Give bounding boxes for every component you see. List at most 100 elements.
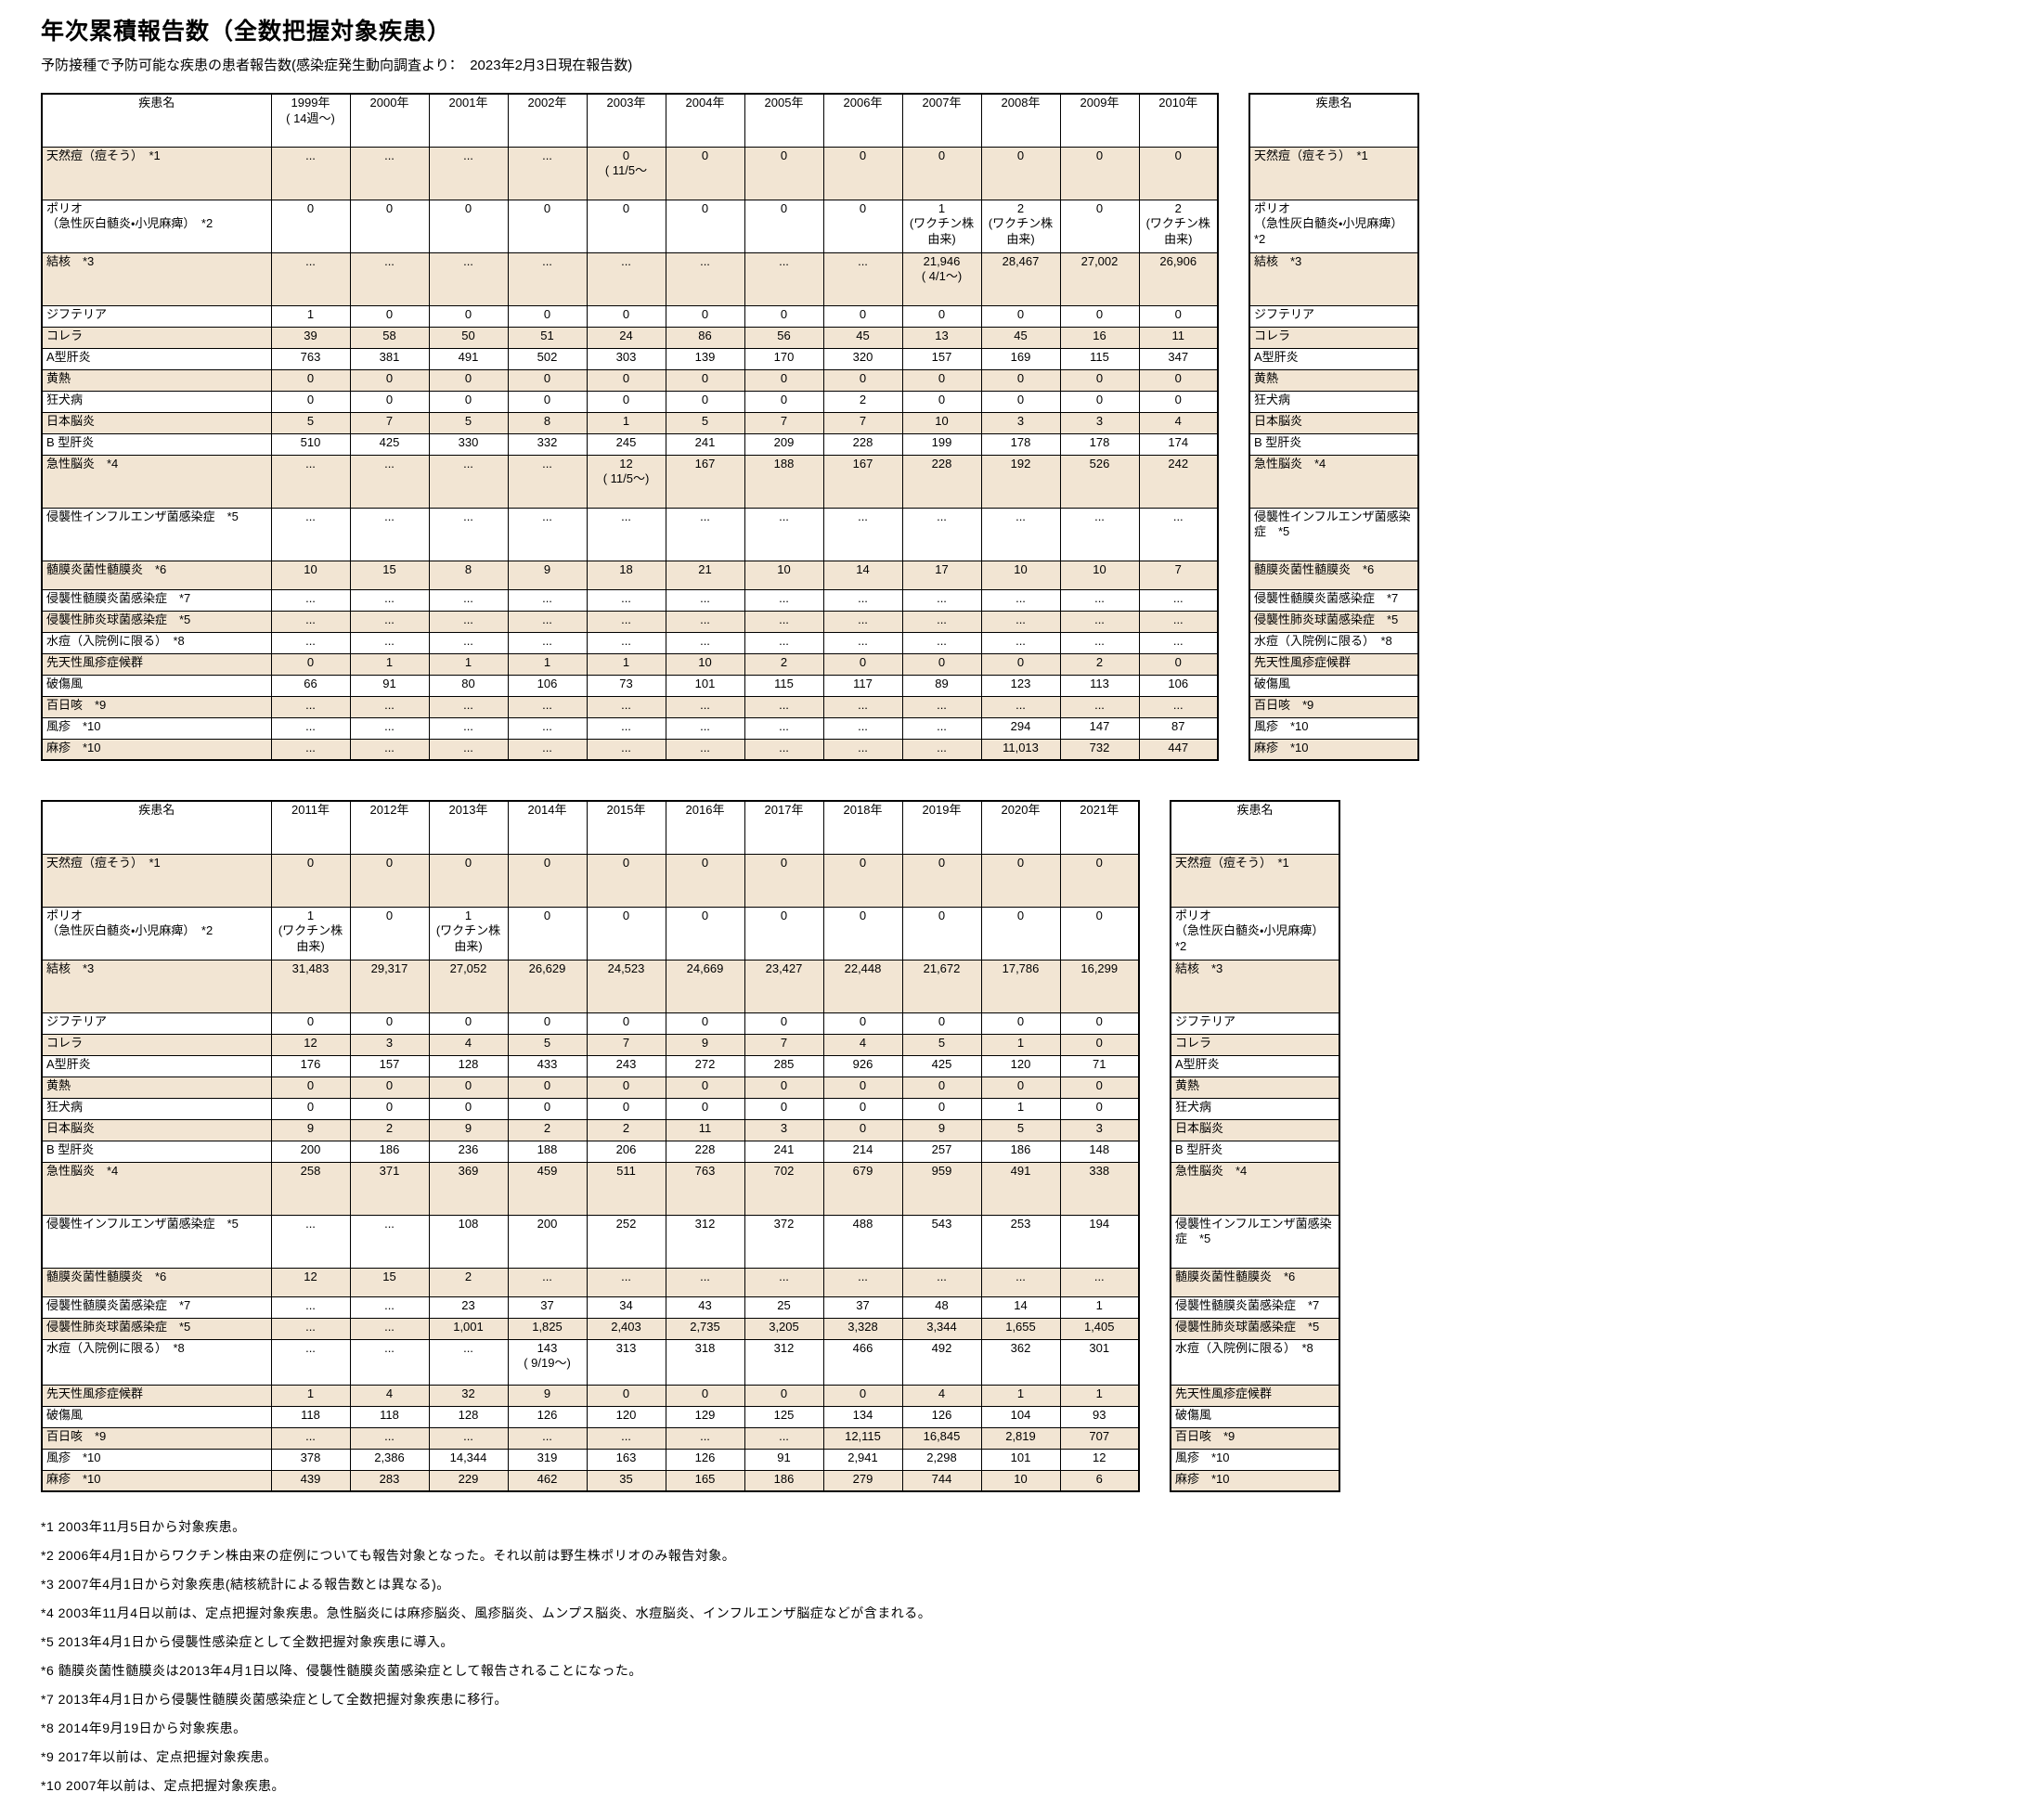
value-cell: 12 ( 11/5～) [586, 454, 666, 509]
value-cell: ... [822, 588, 903, 612]
disease-name-cell: 急性脳炎 *4 [41, 1161, 272, 1216]
value-cell: 58 [349, 326, 430, 349]
value-cell: ... [744, 738, 824, 761]
value-cell: 186 [744, 1469, 824, 1492]
value-cell: 0 [349, 1012, 430, 1035]
value-cell: 0 [270, 853, 351, 908]
value-cell: 0 [428, 1012, 509, 1035]
value-cell: ... [980, 610, 1061, 633]
value-cell: 1 [586, 652, 666, 676]
value-cell: 7 [349, 411, 430, 434]
value-cell: ... [507, 507, 588, 561]
value-cell: 15 [349, 560, 430, 590]
value-cell: 7 [822, 411, 903, 434]
disease-name-cell: 風疹 *10 [41, 1448, 272, 1471]
value-cell: 0 [665, 1012, 745, 1035]
value-cell: 2 [1059, 652, 1140, 676]
disease-name-cell: 黄熱 [41, 368, 272, 392]
value-cell: 0 [349, 368, 430, 392]
disease-name-cell: コレラ [41, 1033, 272, 1056]
page-title: 年次累積報告数（全数把握対象疾患） [41, 19, 452, 45]
value-cell: 0 [980, 390, 1061, 413]
value-cell: 0 [665, 390, 745, 413]
value-cell: ... [270, 1338, 351, 1386]
table-row: 風疹 *10 [1248, 716, 1419, 740]
value-cell: 106 [1138, 674, 1219, 697]
disease-name-cell: B 型肝炎 [41, 1140, 272, 1163]
value-cell: 0 [507, 1076, 588, 1099]
year-header-cell: 2010年 [1138, 93, 1219, 148]
table-row: コレラ 39 58 50 51 24 86 56 45 13 45 16 11 [41, 326, 1219, 349]
value-cell: 312 [665, 1214, 745, 1269]
value-cell: ... [349, 716, 430, 740]
table-row: 風疹 *10 [1170, 1448, 1340, 1471]
value-cell: 462 [507, 1469, 588, 1492]
value-cell: 157 [901, 347, 982, 370]
value-cell: 10 [980, 560, 1061, 590]
value-cell: 0 [1138, 368, 1219, 392]
value-cell: ... [270, 146, 351, 200]
disease-name-cell: 侵襲性インフルエンザ菌感染症 *5 [1248, 507, 1419, 561]
value-cell: 1 [507, 652, 588, 676]
value-cell: ... [980, 695, 1061, 718]
value-cell: 0 [665, 304, 745, 328]
value-cell: 0 [349, 1097, 430, 1120]
value-cell: 1 [980, 1033, 1061, 1056]
value-cell: 2,819 [980, 1426, 1061, 1450]
disease-name-cell: 麻疹 *10 [1248, 738, 1419, 761]
year-header-cell: 2017年 [744, 800, 824, 855]
table-row: A型肝炎 763 381 491 502 303 139 170 320 157 169 115 347 [41, 347, 1219, 370]
value-cell: 0 [901, 1097, 982, 1120]
value-cell: 0 [586, 853, 666, 908]
value-cell: 27,002 [1059, 251, 1140, 306]
value-cell: 22,448 [822, 959, 903, 1013]
table-group-2011-2021: 疾患名 2011年 2012年 2013年 2014年 2015年 2016年 2017年 20… [41, 800, 2044, 1492]
disease-name-cell: コレラ [1170, 1033, 1340, 1056]
table-row: 破傷風 66 91 80 106 73 101 115 117 89 123 113 106 [41, 674, 1219, 697]
value-cell: 4 [1138, 411, 1219, 434]
table-row: ジフテリア [1170, 1012, 1340, 1035]
value-cell: 147 [1059, 716, 1140, 740]
value-cell: 14,344 [428, 1448, 509, 1471]
value-cell: 285 [744, 1054, 824, 1077]
value-cell: 228 [822, 432, 903, 456]
value-cell: ... [507, 738, 588, 761]
value-cell: 0 [1059, 199, 1140, 253]
value-cell: 87 [1138, 716, 1219, 740]
value-cell: 0 [901, 652, 982, 676]
table-row: 髄膜炎菌性髄膜炎 *6 [1170, 1267, 1340, 1297]
footnote-line: *10 2007年以前は、定点把握対象疾患。 [41, 1778, 286, 1793]
value-cell: 25 [744, 1296, 824, 1319]
value-cell: 0 [1059, 304, 1140, 328]
value-cell: 35 [586, 1469, 666, 1492]
disease-name-cell: 百日咳 *9 [1248, 695, 1419, 718]
value-cell: 21,672 [901, 959, 982, 1013]
value-cell: 209 [744, 432, 824, 456]
year-header-cell: 2001年 [428, 93, 509, 148]
disease-name-cell: 百日咳 *9 [1170, 1426, 1340, 1450]
value-cell: 3 [1059, 1118, 1140, 1141]
value-cell: ... [744, 251, 824, 306]
value-cell: 163 [586, 1448, 666, 1471]
value-cell: 9 [270, 1118, 351, 1141]
disease-name-cell: 髄膜炎菌性髄膜炎 *6 [41, 1267, 272, 1297]
disease-name-cell: 侵襲性インフルエンザ菌感染症 *5 [41, 1214, 272, 1269]
value-cell: 0 [822, 304, 903, 328]
value-cell: 0 [1138, 390, 1219, 413]
table-row: 日本脳炎 [1248, 411, 1419, 434]
value-cell: 9 [428, 1118, 509, 1141]
disease-name-cell: 黄熱 [1248, 368, 1419, 392]
value-cell: 8 [507, 411, 588, 434]
table-row: 水痘（入院例に限る） *8......... 143 ( 9/19～) 313 318… [41, 1338, 1140, 1386]
value-cell: 21,946 ( 4/1～) [901, 251, 982, 306]
disease-name-cell: 水痘（入院例に限る） *8 [1248, 631, 1419, 654]
value-cell: 0 [428, 390, 509, 413]
value-cell: 148 [1059, 1140, 1140, 1163]
footnote-line: *5 2013年4月1日から侵襲性感染症として全数把握対象疾患に導入。 [41, 1634, 454, 1649]
value-cell: 0 [822, 199, 903, 253]
value-cell: 0 [744, 390, 824, 413]
value-cell: 369 [428, 1161, 509, 1216]
value-cell: 1 [1059, 1384, 1140, 1407]
value-cell: 0 [665, 1384, 745, 1407]
table-row: コレラ [1170, 1033, 1340, 1056]
